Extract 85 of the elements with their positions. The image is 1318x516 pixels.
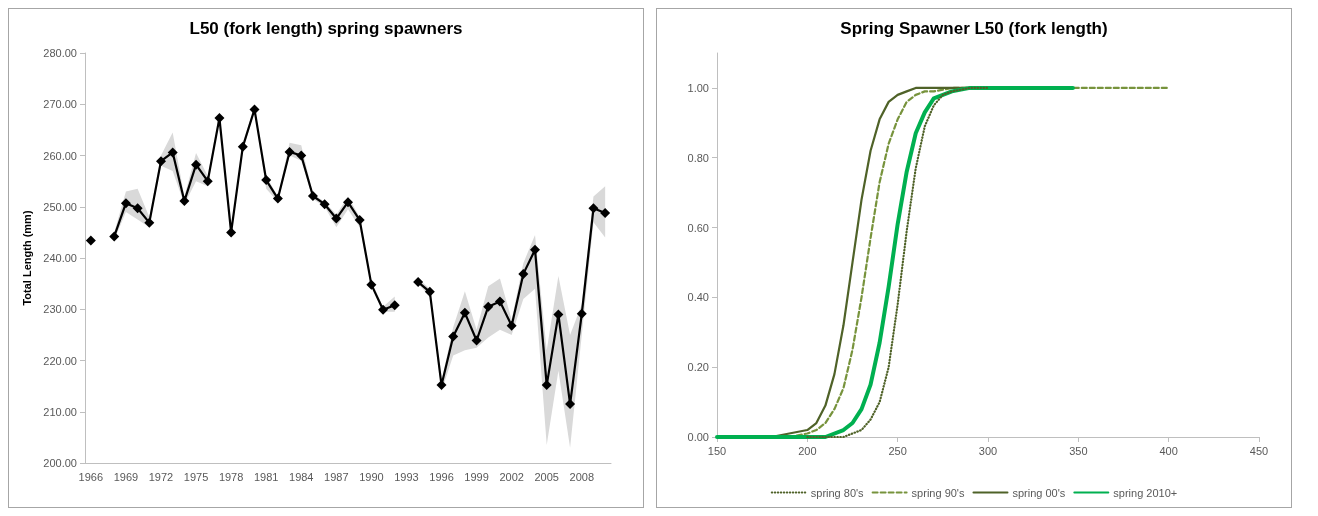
y-tick-label: 270.00 xyxy=(43,98,77,111)
y-tick-label: 0.60 xyxy=(687,221,709,234)
y-tick-label: 220.00 xyxy=(43,354,77,367)
x-tick-label: 1993 xyxy=(394,470,419,483)
point xyxy=(226,227,237,238)
point xyxy=(506,320,517,331)
y-tick-label: 0.20 xyxy=(687,361,709,374)
point xyxy=(471,335,482,346)
x-tick-label: 1978 xyxy=(218,470,244,483)
x-tick-label: 2002 xyxy=(499,470,524,483)
point xyxy=(284,146,295,157)
x-tick-label: 250 xyxy=(888,444,907,457)
point xyxy=(167,147,178,158)
x-tick-label: 1975 xyxy=(183,470,209,483)
point xyxy=(413,277,424,288)
point xyxy=(237,141,248,152)
x-tick-label: 1966 xyxy=(78,470,104,483)
y-tick-label: 1.00 xyxy=(687,81,709,94)
point xyxy=(494,296,505,307)
y-tick-label: 0.80 xyxy=(687,151,709,164)
point xyxy=(343,197,353,208)
point xyxy=(424,286,435,297)
point xyxy=(109,231,120,242)
x-tick-label: 450 xyxy=(1249,444,1269,457)
point xyxy=(331,213,342,224)
point xyxy=(483,301,494,312)
point xyxy=(541,380,552,391)
legend-label: spring 00's xyxy=(1012,486,1066,499)
legend-label: spring 80's xyxy=(810,486,865,499)
x-tick-label: 300 xyxy=(978,444,998,457)
point xyxy=(448,331,459,342)
point xyxy=(191,159,202,170)
point xyxy=(144,217,155,228)
y-tick-label: 260.00 xyxy=(43,149,77,162)
x-tick-label: 1990 xyxy=(359,470,384,483)
point xyxy=(120,198,131,209)
x-tick-label: 1987 xyxy=(324,470,349,483)
x-tick-label: 150 xyxy=(707,444,727,457)
point xyxy=(518,268,529,279)
x-tick-label: 400 xyxy=(1159,444,1178,457)
chart-title: Spring Spawner L50 (fork length) xyxy=(840,19,1108,38)
point xyxy=(378,304,389,315)
point xyxy=(261,175,272,186)
point xyxy=(307,190,318,201)
x-tick-label: 350 xyxy=(1069,444,1088,457)
point xyxy=(202,176,213,187)
y-tick-label: 250.00 xyxy=(43,200,77,213)
point xyxy=(436,380,447,391)
y-tick-label: 230.00 xyxy=(43,303,77,316)
point xyxy=(530,244,541,255)
point xyxy=(85,235,96,246)
x-tick-label: 1969 xyxy=(113,470,139,483)
point xyxy=(565,399,576,410)
point xyxy=(588,203,599,214)
point xyxy=(576,308,587,319)
y-tick-label: 280.00 xyxy=(43,47,77,59)
point xyxy=(600,207,611,218)
x-tick-label: 2005 xyxy=(534,470,559,483)
point xyxy=(249,104,260,115)
y-tick-label: 200.00 xyxy=(43,457,77,469)
point xyxy=(354,215,365,226)
point xyxy=(179,196,190,207)
point xyxy=(132,203,143,214)
point xyxy=(459,307,470,318)
point xyxy=(389,300,400,311)
y-tick-label: 0.40 xyxy=(687,291,709,304)
legend-label: spring 90's xyxy=(911,486,965,499)
point xyxy=(272,193,283,204)
y-tick-label: 240.00 xyxy=(43,252,77,264)
x-tick-label: 2008 xyxy=(569,470,595,483)
point xyxy=(296,150,307,161)
x-tick-label: 1984 xyxy=(289,470,314,483)
x-tick-label: 1972 xyxy=(148,470,174,483)
chart-title: L50 (fork length) spring spawners xyxy=(189,19,463,38)
y-axis-title: Total Length (mm) xyxy=(20,210,33,306)
point xyxy=(366,279,377,290)
legend-label: spring 2010+ xyxy=(1113,486,1178,499)
x-tick-label: 1996 xyxy=(429,470,454,483)
x-tick-label: 1999 xyxy=(464,470,489,483)
x-tick-label: 1981 xyxy=(253,470,279,483)
point xyxy=(155,156,166,167)
y-tick-label: 210.00 xyxy=(43,405,77,418)
y-tick-label: 0.00 xyxy=(687,431,709,443)
x-tick-label: 200 xyxy=(798,444,817,457)
point xyxy=(319,199,330,210)
